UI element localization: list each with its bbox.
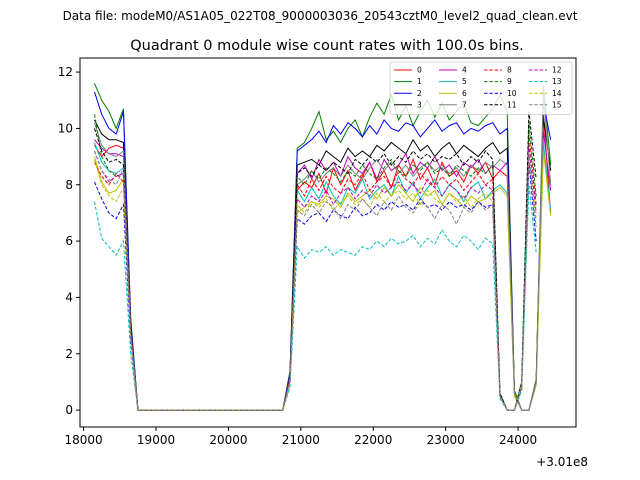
legend-label-6: 6 xyxy=(462,89,467,98)
series-line-14 xyxy=(93,156,537,411)
axes-frame xyxy=(79,57,577,428)
legend-label-12: 12 xyxy=(552,66,562,75)
x-tick-label: 20000 xyxy=(209,433,247,447)
y-tick-label: 0 xyxy=(65,403,73,417)
series-line-10 xyxy=(94,162,537,411)
series-line-1 xyxy=(94,83,552,411)
y-tick-label: 8 xyxy=(65,178,73,192)
legend-label-14: 14 xyxy=(552,89,562,98)
legend-label-11: 11 xyxy=(507,100,517,109)
legend-label-8: 8 xyxy=(507,66,512,75)
legend-label-15: 15 xyxy=(552,100,562,109)
series-line-11 xyxy=(94,111,537,411)
x-tick-label: 19000 xyxy=(137,433,175,447)
series-line-13 xyxy=(93,184,537,411)
x-tick-label: 18000 xyxy=(65,433,103,447)
legend-label-4: 4 xyxy=(462,66,467,75)
series-group xyxy=(93,83,552,411)
series-line-3 xyxy=(94,117,552,411)
x-offset-label: +3.01e8 xyxy=(536,455,588,469)
legend-label-10: 10 xyxy=(507,89,517,98)
legend-label-3: 3 xyxy=(417,100,422,109)
y-tick-label: 4 xyxy=(65,290,73,304)
x-tick-label: 22000 xyxy=(354,433,392,447)
series-line-9 xyxy=(93,114,537,411)
legend-label-5: 5 xyxy=(462,77,467,86)
y-tick-label: 12 xyxy=(58,65,73,79)
plot-area: 18000 19000 20000 21000 22000 23000 24000 0 2 4 6 8… xyxy=(58,57,577,447)
x-tick-label: 23000 xyxy=(427,433,465,447)
legend-label-1: 1 xyxy=(417,77,422,86)
legend-label-7: 7 xyxy=(462,100,467,109)
y-tick-label: 10 xyxy=(58,121,73,135)
series-line-15 xyxy=(94,150,537,411)
series-line-7 xyxy=(94,94,552,411)
x-tick-label: 21000 xyxy=(282,433,320,447)
y-tick-label: 2 xyxy=(65,347,73,361)
chart-title: Quadrant 0 module wise count rates with … xyxy=(130,38,524,54)
legend-label-9: 9 xyxy=(507,77,512,86)
legend-box xyxy=(389,61,573,115)
y-tick-label: 6 xyxy=(65,234,73,248)
suptitle: Data file: modeM0/AS1A05_022T08_90000030… xyxy=(63,9,578,23)
legend-label-2: 2 xyxy=(417,89,422,98)
x-tick-label: 24000 xyxy=(499,433,537,447)
series-line-2 xyxy=(94,91,552,411)
legend-label-0: 0 xyxy=(417,66,422,75)
legend-label-13: 13 xyxy=(552,77,562,86)
